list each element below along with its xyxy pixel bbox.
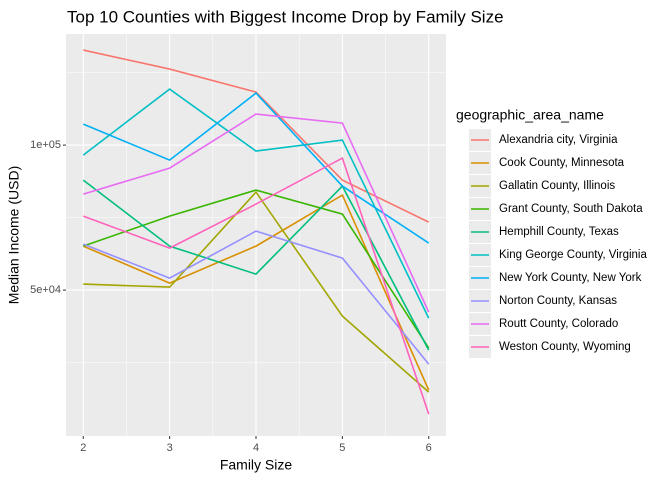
series-line	[82, 156, 430, 415]
legend-label: Hemphill County, Texas	[499, 226, 619, 238]
legend-label: Alexandria city, Virginia	[499, 134, 618, 146]
legend-label: Grant County, South Dakota	[499, 203, 643, 215]
y-tick-label: 1e+05	[30, 139, 61, 151]
series-line	[82, 91, 430, 244]
legend-label: New York County, New York	[499, 272, 642, 284]
x-tick-label: 4	[253, 442, 259, 454]
x-tick-label: 5	[339, 442, 345, 454]
legend-label: King George County, Virginia	[499, 249, 647, 261]
y-axis-label: Median Income (USD)	[6, 166, 22, 305]
chart-title: Top 10 Counties with Biggest Income Drop…	[67, 7, 504, 26]
legend-label: Norton County, Kansas	[499, 295, 617, 307]
x-tick-label: 2	[80, 442, 86, 454]
x-axis-label: Family Size	[220, 457, 293, 473]
series-line	[82, 230, 430, 365]
legend-title: geographic_area_name	[456, 107, 604, 123]
series-line	[83, 190, 430, 393]
x-tick-label: 6	[426, 442, 432, 454]
series-line	[83, 189, 430, 349]
series-line	[82, 179, 430, 351]
legend-label: Gallatin County, Illinois	[499, 180, 615, 192]
y-tick-label: 5e+04	[30, 284, 61, 296]
x-tick-label: 3	[167, 442, 173, 454]
series-line	[82, 88, 430, 319]
series-line	[83, 113, 430, 313]
legend-label: Weston County, Wyoming	[499, 341, 631, 353]
legend-label: Cook County, Minnesota	[499, 157, 625, 169]
legend-label: Routt County, Colorado	[499, 318, 618, 330]
